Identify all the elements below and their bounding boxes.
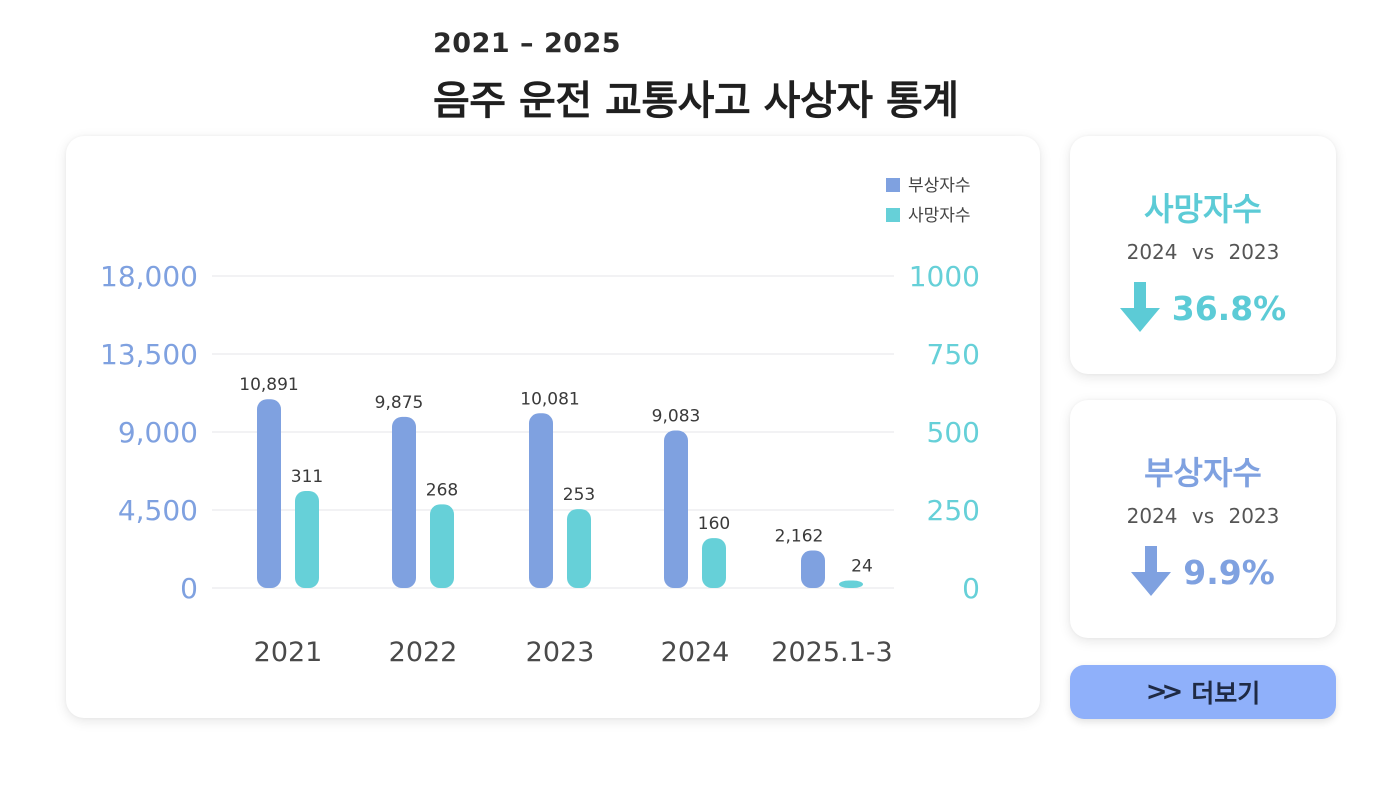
arrow-down-icon	[1131, 546, 1172, 596]
injuries-data-label: 2,162	[775, 527, 824, 547]
injuries-data-label: 9,875	[375, 393, 424, 413]
left-axis-tick-label: 4,500	[118, 494, 198, 527]
deaths-data-label: 253	[563, 485, 595, 505]
injuries-stat-compare: 2024 vs 2023	[1126, 504, 1280, 528]
injuries-bar	[257, 399, 281, 588]
more-button-label: 더보기	[1191, 679, 1261, 708]
deaths-data-label: 268	[426, 480, 458, 500]
x-axis-tick-label: 2025.1-3	[771, 637, 892, 668]
injuries-stat-value: 9.9%	[1183, 552, 1275, 592]
deaths-bar	[295, 490, 319, 588]
injuries-bar	[392, 416, 416, 588]
deaths-bar	[567, 509, 591, 588]
right-axis-tick-label: 750	[927, 338, 980, 371]
legend-swatch	[886, 178, 900, 192]
left-axis-tick-label: 0	[180, 572, 198, 605]
deaths-stat-card: 사망자수 2024 vs 2023 36.8%	[1070, 136, 1336, 374]
injuries-bar	[801, 550, 825, 588]
injuries-stat-title: 부상자수	[1144, 454, 1262, 492]
deaths-data-label: 160	[698, 514, 730, 534]
chart-card: 0 0 4,500 250 9,000 500 13,500 750 18,000 1000 10,…	[66, 136, 1040, 718]
x-axis-tick-label: 2021	[254, 637, 323, 668]
left-axis-tick-label: 13,500	[100, 338, 198, 371]
page-title: 음주 운전 교통사고 사상자 통계	[433, 78, 959, 124]
legend-label: 부상자수	[908, 176, 971, 196]
legend-swatch	[886, 208, 900, 222]
more-button[interactable]: >> 더보기	[1070, 665, 1336, 719]
injuries-bar	[529, 413, 553, 588]
arrow-down-icon	[1119, 282, 1160, 332]
deaths-bar	[839, 580, 863, 588]
injuries-stat-card: 부상자수 2024 vs 2023 9.9%	[1070, 400, 1336, 638]
deaths-stat-title: 사망자수	[1144, 190, 1262, 228]
deaths-stat-compare: 2024 vs 2023	[1126, 240, 1280, 264]
casualty-bar-chart: 0 0 4,500 250 9,000 500 13,500 750 18,000 1000 10,…	[100, 176, 980, 668]
x-axis-tick-label: 2023	[526, 637, 595, 668]
deaths-data-label: 24	[851, 557, 873, 577]
x-axis-tick-label: 2022	[389, 637, 458, 668]
injuries-data-label: 10,081	[520, 389, 579, 409]
right-axis-tick-label: 500	[927, 416, 980, 449]
deaths-bar	[430, 504, 454, 588]
right-axis-tick-label: 1000	[909, 260, 980, 293]
deaths-bar	[702, 538, 726, 588]
page-subtitle: 2021 – 2025	[433, 28, 622, 59]
injuries-data-label: 10,891	[239, 375, 298, 395]
left-axis-tick-label: 18,000	[100, 260, 198, 293]
injuries-bar	[664, 430, 688, 588]
deaths-data-label: 311	[291, 467, 323, 487]
double-chevron-right-icon: >>	[1145, 677, 1183, 707]
left-axis-tick-label: 9,000	[118, 416, 198, 449]
right-axis-tick-label: 0	[962, 572, 980, 605]
legend-label: 사망자수	[908, 206, 971, 226]
deaths-stat-value: 36.8%	[1171, 288, 1287, 328]
injuries-data-label: 9,083	[652, 407, 701, 427]
right-axis-tick-label: 250	[927, 494, 980, 527]
x-axis-tick-label: 2024	[661, 637, 730, 668]
